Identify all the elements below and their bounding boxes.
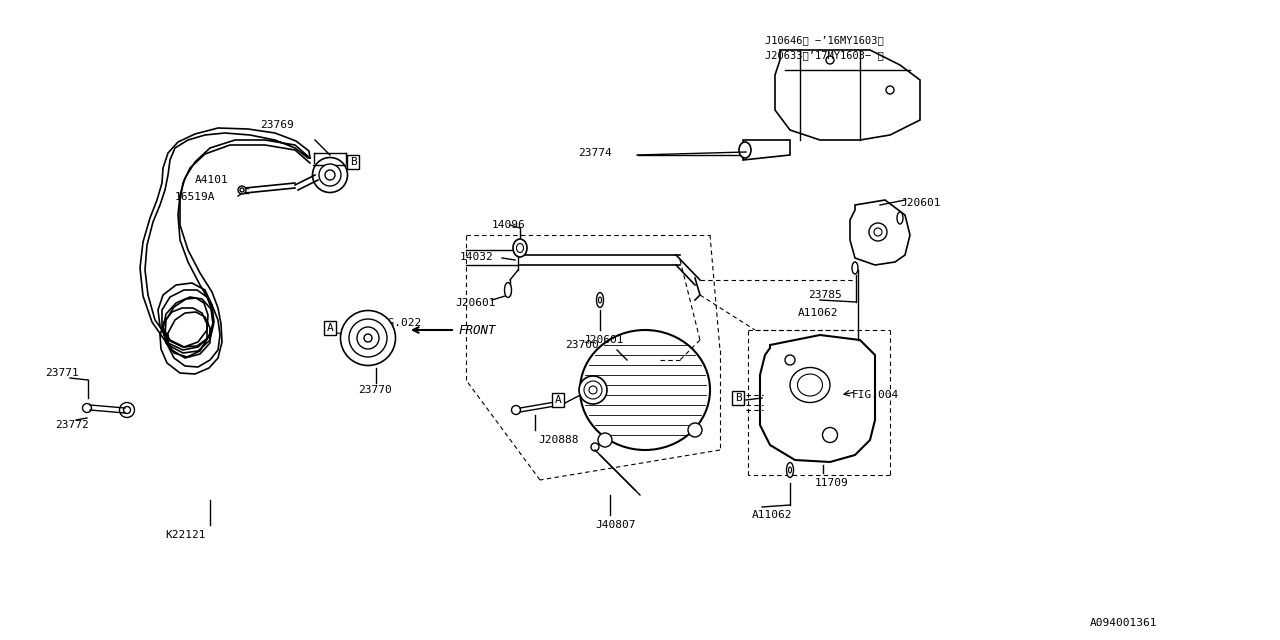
Ellipse shape: [584, 381, 602, 399]
Ellipse shape: [788, 467, 791, 473]
Ellipse shape: [517, 243, 524, 253]
Ellipse shape: [739, 142, 751, 158]
Text: FIG.004: FIG.004: [852, 390, 900, 400]
Text: 23785: 23785: [808, 290, 842, 300]
Ellipse shape: [599, 297, 602, 303]
Ellipse shape: [598, 433, 612, 447]
Text: B: B: [735, 393, 741, 403]
Ellipse shape: [886, 86, 893, 94]
Text: J20633〈’17MY1603− 〉: J20633〈’17MY1603− 〉: [765, 50, 883, 60]
Ellipse shape: [340, 310, 396, 365]
Text: 23771: 23771: [45, 368, 79, 378]
Ellipse shape: [589, 386, 596, 394]
Ellipse shape: [869, 223, 887, 241]
Ellipse shape: [785, 355, 795, 365]
Ellipse shape: [357, 327, 379, 349]
Text: J20601: J20601: [582, 335, 623, 345]
Text: 23772: 23772: [55, 420, 88, 430]
Ellipse shape: [580, 330, 710, 450]
Ellipse shape: [852, 262, 858, 274]
Ellipse shape: [349, 319, 387, 357]
Text: J40807: J40807: [595, 520, 635, 530]
Ellipse shape: [319, 164, 340, 186]
Text: FRONT: FRONT: [458, 323, 495, 337]
Text: J20601: J20601: [900, 198, 941, 208]
Ellipse shape: [786, 463, 794, 477]
Ellipse shape: [512, 406, 521, 415]
Text: A4101: A4101: [195, 175, 229, 185]
Ellipse shape: [312, 157, 347, 193]
Ellipse shape: [823, 428, 837, 442]
Text: A11062: A11062: [753, 510, 792, 520]
Text: J10646〈 −’16MY1603〉: J10646〈 −’16MY1603〉: [765, 35, 883, 45]
Text: A: A: [326, 323, 333, 333]
Ellipse shape: [513, 239, 527, 257]
Text: 11709: 11709: [815, 478, 849, 488]
Text: A: A: [554, 395, 562, 405]
Text: 23700: 23700: [564, 340, 599, 350]
Text: FIG.022: FIG.022: [375, 318, 422, 328]
Text: A11062: A11062: [797, 308, 838, 318]
Text: J20888: J20888: [538, 435, 579, 445]
Text: 14096: 14096: [492, 220, 526, 230]
Text: 23769: 23769: [260, 120, 293, 130]
Text: K22121: K22121: [165, 530, 205, 540]
Text: 16519A: 16519A: [175, 192, 215, 202]
Ellipse shape: [689, 423, 701, 437]
Text: 14032: 14032: [460, 252, 494, 262]
Ellipse shape: [325, 170, 335, 180]
Text: A094001361: A094001361: [1091, 618, 1157, 628]
Text: B: B: [349, 157, 356, 167]
Text: J20601: J20601: [454, 298, 495, 308]
Ellipse shape: [790, 367, 829, 403]
Ellipse shape: [579, 376, 607, 404]
Ellipse shape: [874, 228, 882, 236]
Ellipse shape: [826, 56, 835, 64]
Ellipse shape: [123, 406, 131, 413]
Ellipse shape: [241, 188, 244, 192]
Ellipse shape: [591, 443, 599, 451]
Text: 23770: 23770: [358, 385, 392, 395]
Ellipse shape: [364, 334, 372, 342]
Ellipse shape: [596, 292, 603, 307]
Ellipse shape: [238, 186, 246, 194]
Ellipse shape: [897, 212, 902, 224]
Ellipse shape: [797, 374, 823, 396]
Ellipse shape: [504, 282, 512, 298]
Text: 23774: 23774: [579, 148, 612, 158]
Ellipse shape: [119, 403, 134, 417]
Ellipse shape: [82, 403, 91, 413]
